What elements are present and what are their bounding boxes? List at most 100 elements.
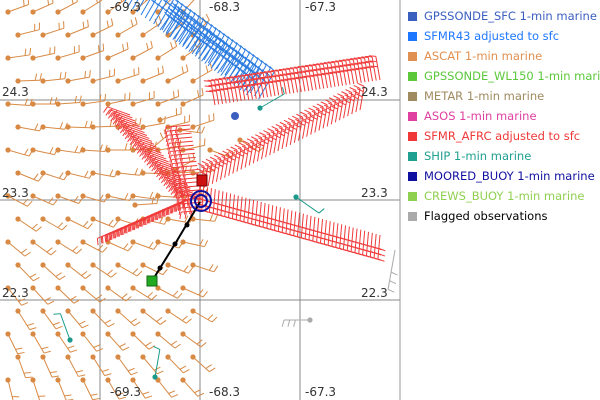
barb-flag [295, 118, 302, 123]
barb-flag [90, 393, 98, 396]
barb-flag [200, 166, 208, 170]
barb-flag [174, 154, 177, 162]
legend-item-asos[interactable]: ASOS 1-min marine [408, 106, 600, 126]
barb-flag [193, 18, 199, 25]
storm-center-marker [196, 174, 208, 187]
barb-flag [355, 67, 363, 70]
barb-flag [164, 0, 171, 6]
barb-flag [162, 0, 167, 3]
ascat-barb [40, 71, 67, 84]
barb-flag [44, 297, 51, 302]
barb-flag [283, 73, 291, 76]
barb-flag [170, 340, 178, 346]
barb-flag [81, 324, 89, 329]
barb-flag [123, 243, 129, 250]
barb-flag [308, 64, 316, 66]
station-dot [105, 101, 111, 107]
barb-staff [132, 333, 150, 350]
barb-flag [179, 365, 187, 370]
barb-staff [141, 147, 164, 157]
barb-flag [120, 0, 123, 3]
legend-item-crews-buoy[interactable]: CREWS_BUOY 1-min marine [408, 186, 600, 206]
station-dot [40, 216, 46, 222]
barb-flag [127, 131, 133, 139]
ascat-barb [130, 285, 158, 301]
barb-flag [202, 291, 208, 298]
barb-flag [144, 156, 149, 163]
barb-flag [29, 47, 32, 55]
legend-item-sfmr43[interactable]: SFMR43 adjusted to sfc [408, 26, 600, 46]
barb-flag [202, 17, 208, 24]
barb-flag [34, 73, 38, 81]
barb-flag [186, 20, 193, 27]
ascat-barb [115, 262, 143, 277]
barb-flag [55, 272, 62, 277]
legend-item-moored-buoy[interactable]: MOORED_BUOY 1-min marine [408, 166, 600, 186]
barb-flag [18, 298, 26, 302]
barb-staff [107, 48, 129, 59]
station-dot [30, 377, 36, 383]
barb-flag [230, 81, 239, 84]
barb-flag [110, 232, 113, 240]
barb-staff [140, 0, 151, 16]
barb-staff [175, 177, 200, 181]
barb-flag [176, 162, 179, 171]
barb-staff [7, 4, 29, 13]
legend-item-gpssonde-wl150[interactable]: GPSSONDE_WL150 1-min marine [408, 66, 600, 86]
barb-flag [130, 318, 137, 323]
barb-staff [172, 185, 196, 195]
station-dot [140, 32, 146, 38]
sfmr-afrc-barb [347, 87, 357, 115]
barb-flag [149, 158, 154, 165]
legend-item-ship[interactable]: SHIP 1-min marine [408, 146, 600, 166]
barb-flag [146, 43, 149, 51]
station-dot [130, 101, 136, 107]
barb-staff [334, 98, 341, 123]
barb-flag [97, 244, 104, 251]
ascat-barb [65, 262, 92, 279]
legend-item-ascat[interactable]: ASCAT 1-min marine [408, 46, 600, 66]
barb-flag [338, 59, 346, 62]
ascat-barb [5, 331, 25, 355]
barb-flag [267, 70, 275, 73]
barb-flag [154, 18, 158, 26]
barb-flag [43, 350, 51, 354]
barb-flag [127, 135, 132, 143]
barb-flag [242, 140, 250, 145]
barb-staff [92, 218, 114, 228]
barb-flag [211, 79, 219, 81]
barb-flag [310, 74, 318, 77]
barb-staff [107, 98, 130, 105]
ascat-barb [190, 214, 218, 222]
barb-staff [82, 100, 105, 105]
barb-flag [199, 22, 206, 29]
legend-item-gpssonde-sfc[interactable]: GPSSONDE_SFC 1-min marine [408, 6, 600, 26]
barb-flag [228, 52, 234, 59]
barb-flag [263, 71, 271, 73]
legend-item-metar[interactable]: METAR 1-min marine [408, 86, 600, 106]
barb-flag [178, 179, 182, 187]
barb-flag [175, 0, 179, 3]
ascat-barb [15, 73, 43, 84]
legend-item-flagged[interactable]: Flagged observations [408, 206, 600, 226]
barb-flag [187, 267, 194, 274]
barb-flag [34, 123, 39, 131]
barb-flag [333, 71, 341, 73]
barb-flag [165, 131, 168, 139]
barb-flag [167, 6, 173, 13]
barb-flag [99, 144, 103, 152]
barb-flag [205, 13, 210, 21]
barb-flag [190, 23, 196, 30]
barb-flag [169, 126, 172, 134]
barb-flag [153, 0, 159, 6]
legend-item-sfmr-afrc[interactable]: SFMR_AFRC adjusted to sfc [408, 126, 600, 146]
barb-flag [115, 229, 118, 237]
ascat-barb [55, 145, 83, 154]
sfmr-afrc-barb [294, 113, 304, 141]
ascat-barb [30, 0, 54, 15]
barb-staff [119, 120, 143, 131]
station-dot [190, 78, 196, 84]
barb-flag [307, 112, 315, 117]
sfmr-afrc-barb [170, 156, 196, 167]
